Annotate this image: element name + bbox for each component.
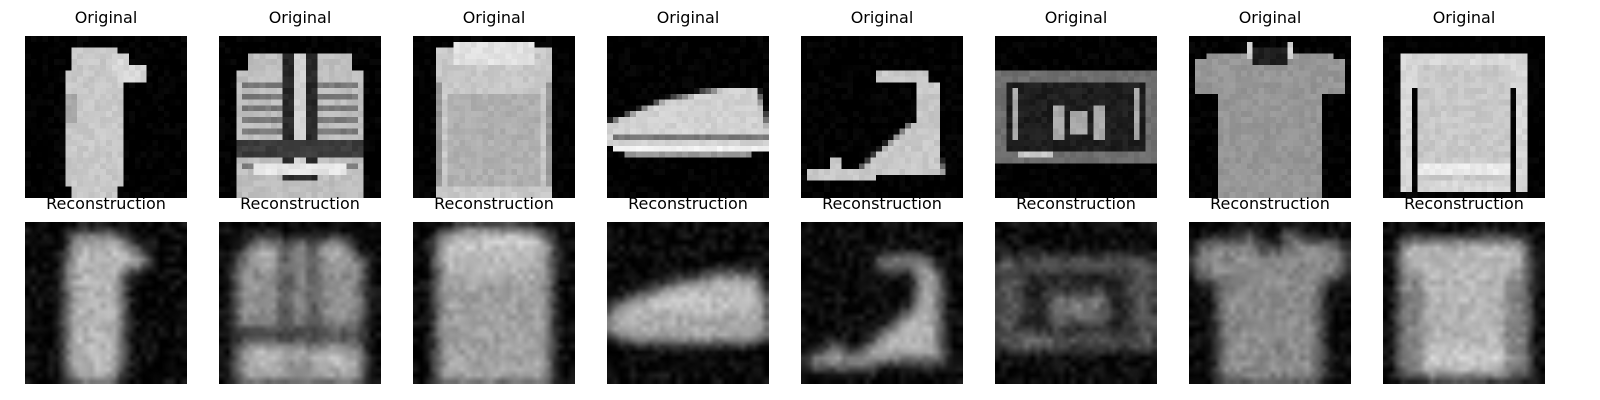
shirt-image xyxy=(1383,36,1545,198)
original-title: Original xyxy=(462,8,526,27)
dress-image xyxy=(25,36,187,198)
reconstruction-title: Reconstruction xyxy=(822,194,942,213)
reconstruction-title: Reconstruction xyxy=(628,194,748,213)
reconstruction-title: Reconstruction xyxy=(1016,194,1136,213)
original-title: Original xyxy=(1044,8,1108,27)
bag-reconstruction-image xyxy=(995,222,1157,384)
sneaker-reconstruction-image xyxy=(607,222,769,384)
reconstruction-title: Reconstruction xyxy=(1210,194,1330,213)
reconstruction-title: Reconstruction xyxy=(1404,194,1524,213)
original-title: Original xyxy=(74,8,138,27)
original-title: Original xyxy=(268,8,332,27)
jacket-reconstruction-image xyxy=(219,222,381,384)
tshirt-image xyxy=(1189,36,1351,198)
original-title: Original xyxy=(1238,8,1302,27)
sneaker-image xyxy=(607,36,769,198)
pullover-image xyxy=(413,36,575,198)
sandal-reconstruction-image xyxy=(801,222,963,384)
jacket-image xyxy=(219,36,381,198)
reconstruction-title: Reconstruction xyxy=(240,194,360,213)
tshirt-reconstruction-image xyxy=(1189,222,1351,384)
original-title: Original xyxy=(656,8,720,27)
original-title: Original xyxy=(1432,8,1496,27)
dress-reconstruction-image xyxy=(25,222,187,384)
shirt-reconstruction-image xyxy=(1383,222,1545,384)
bag-image xyxy=(995,36,1157,198)
original-title: Original xyxy=(850,8,914,27)
reconstruction-title: Reconstruction xyxy=(434,194,554,213)
sandal-image xyxy=(801,36,963,198)
pullover-reconstruction-image xyxy=(413,222,575,384)
reconstruction-title: Reconstruction xyxy=(46,194,166,213)
